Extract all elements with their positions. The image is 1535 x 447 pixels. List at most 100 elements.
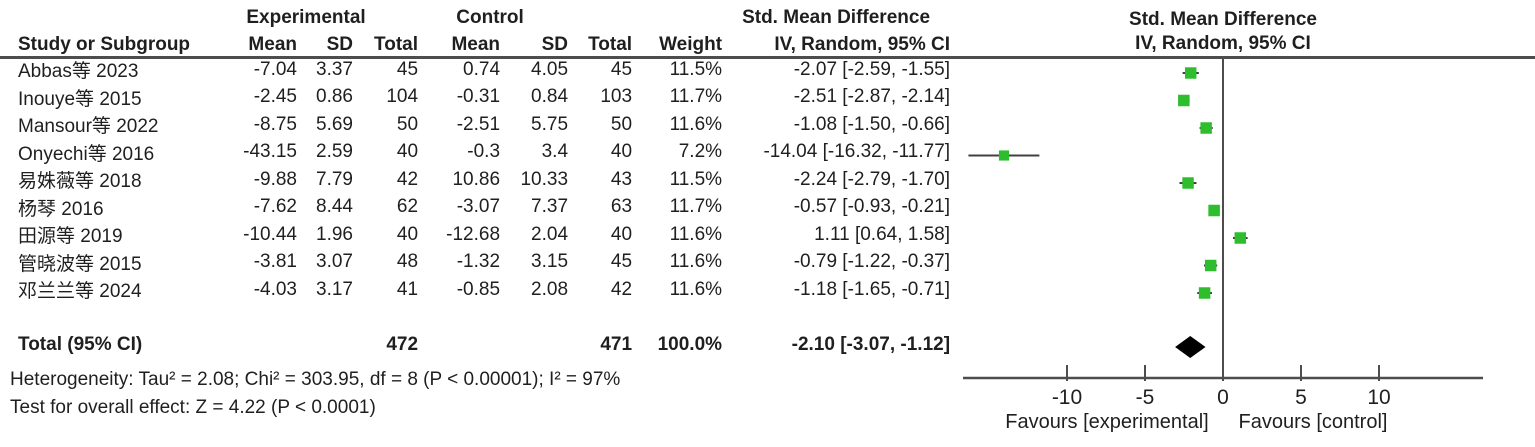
- weight: 11.7%: [669, 196, 723, 218]
- study-name: Inouye等 2015: [18, 88, 142, 110]
- weight: 7.2%: [678, 141, 723, 163]
- ci-column-header: IV, Random, 95% CI: [774, 34, 951, 55]
- ctl-total: 103: [600, 86, 633, 108]
- study-row: Inouye等 2015 -2.45 0.86 104 -0.31 0.84 103 11.7…: [0, 84, 950, 112]
- heterogeneity-note: Heterogeneity: Tau² = 2.08; Chi² = 303.9…: [10, 369, 621, 390]
- ctl-sd: 7.37: [531, 196, 569, 218]
- study-column-header: Study or Subgroup: [18, 34, 191, 55]
- exp-sd-header: SD: [326, 34, 353, 55]
- total-diamond: [1175, 336, 1206, 358]
- ci-text: -1.08 [-1.50, -0.66]: [793, 113, 951, 135]
- total-ctl-n: 471: [600, 333, 633, 355]
- study-marker: [1198, 287, 1211, 299]
- total-weight: 100.0%: [657, 333, 723, 355]
- exp-mean: -8.75: [253, 113, 297, 135]
- exp-total: 50: [396, 113, 419, 135]
- ctl-sd: 2.08: [531, 278, 569, 300]
- exp-total: 62: [396, 196, 419, 218]
- ctl-mean: 0.74: [463, 58, 501, 80]
- smd-column-group-header: Std. Mean Difference: [742, 7, 931, 28]
- ci-text: -0.79 [-1.22, -0.37]: [793, 251, 951, 273]
- exp-total: 45: [396, 58, 419, 80]
- study-row: 易姝薇等 2018 -9.88 7.79 42 10.86 10.33 43 11.5% -2.…: [0, 166, 950, 194]
- control-group-header: Control: [456, 7, 524, 28]
- ci-text: -2.07 [-2.59, -1.55]: [793, 58, 951, 80]
- header-divider-line: [0, 56, 1535, 59]
- exp-sd: 2.59: [316, 141, 353, 163]
- weight: 11.6%: [669, 278, 723, 300]
- weight: 11.7%: [669, 86, 723, 108]
- weight: 11.6%: [669, 223, 723, 245]
- exp-sd: 5.69: [316, 113, 353, 135]
- ctl-mean-header: Mean: [451, 34, 501, 55]
- exp-sd: 3.37: [316, 58, 353, 80]
- axis-tick-label: -10: [1052, 386, 1082, 409]
- exp-total: 42: [396, 168, 419, 190]
- exp-mean: -2.45: [253, 86, 297, 108]
- study-row: Mansour等 2022 -8.75 5.69 50 -2.51 5.75 50 11.6%…: [0, 111, 950, 139]
- study-marker: [1204, 259, 1217, 272]
- plot-header-method: IV, Random, 95% CI: [1135, 33, 1311, 54]
- study-name: 易姝薇等 2018: [18, 171, 142, 193]
- exp-sd: 7.79: [316, 168, 353, 190]
- ctl-mean: 10.86: [452, 168, 501, 190]
- ctl-mean: -2.51: [456, 113, 501, 135]
- experimental-group-header: Experimental: [246, 7, 366, 28]
- axis-tick-label: 5: [1295, 386, 1307, 409]
- ctl-sd: 3.4: [541, 141, 569, 163]
- weight: 11.6%: [669, 251, 723, 273]
- study-row: 邓兰兰等 2024 -4.03 3.17 41 -0.85 2.08 42 11.6% -1.1…: [0, 276, 950, 304]
- ctl-total: 42: [610, 278, 633, 300]
- ctl-mean: -1.32: [456, 251, 501, 273]
- ctl-total: 45: [610, 251, 633, 273]
- study-marker: [1182, 177, 1194, 189]
- study-name: 邓兰兰等 2024: [18, 281, 142, 303]
- ctl-sd: 4.05: [531, 58, 569, 80]
- exp-sd: 1.96: [316, 223, 353, 245]
- ci-text: -2.24 [-2.79, -1.70]: [793, 168, 951, 190]
- exp-sd: 3.17: [316, 278, 353, 300]
- ctl-total: 40: [610, 223, 633, 245]
- exp-mean: -3.81: [253, 251, 297, 273]
- ctl-total: 50: [610, 113, 633, 135]
- study-marker: [1200, 122, 1212, 134]
- study-marker: [1208, 204, 1220, 217]
- exp-mean: -7.62: [253, 196, 297, 218]
- exp-total: 41: [396, 278, 419, 300]
- ctl-mean: -12.68: [446, 223, 501, 245]
- ctl-mean: -3.07: [456, 196, 501, 218]
- ctl-sd: 10.33: [520, 168, 569, 190]
- study-row: 田源等 2019 -10.44 1.96 40 -12.68 2.04 40 11.6% 1.1…: [0, 221, 950, 249]
- ci-text: 1.11 [0.64, 1.58]: [814, 223, 951, 245]
- study-name: Mansour等 2022: [18, 116, 159, 138]
- ci-text: -14.04 [-16.32, -11.77]: [763, 141, 951, 163]
- ci-text: -0.57 [-0.93, -0.21]: [793, 196, 951, 218]
- exp-total: 40: [396, 223, 419, 245]
- favours-experimental-label: Favours [experimental]: [1005, 411, 1208, 433]
- study-row: Abbas等 2023 -7.04 3.37 45 0.74 4.05 45 11.5% -2.…: [0, 56, 950, 84]
- exp-sd: 8.44: [316, 196, 353, 218]
- ctl-sd: 5.75: [531, 113, 569, 135]
- exp-total: 40: [396, 141, 419, 163]
- exp-mean: -7.04: [253, 58, 297, 80]
- ctl-mean: -0.85: [456, 278, 501, 300]
- ctl-total: 40: [610, 141, 633, 163]
- exp-total-header: Total: [374, 34, 419, 55]
- exp-mean: -4.03: [253, 278, 297, 300]
- weight: 11.5%: [669, 58, 723, 80]
- weight: 11.6%: [669, 113, 723, 135]
- study-row: 杨琴 2016 -7.62 8.44 62 -3.07 7.37 63 11.7% -0.57 …: [0, 194, 950, 222]
- exp-mean: -43.15: [243, 141, 297, 163]
- total-exp-n: 472: [386, 333, 419, 355]
- study-name: 杨琴 2016: [18, 198, 104, 220]
- study-marker: [1234, 232, 1247, 244]
- exp-mean-header: Mean: [248, 34, 297, 55]
- total-label: Total (95% CI): [18, 333, 143, 355]
- axis-tick-label: -5: [1136, 386, 1155, 409]
- ctl-total: 45: [610, 58, 633, 80]
- study-marker: [998, 150, 1010, 161]
- study-name: 田源等 2019: [18, 226, 123, 248]
- exp-mean: -10.44: [243, 223, 297, 245]
- study-name: Abbas等 2023: [18, 61, 139, 83]
